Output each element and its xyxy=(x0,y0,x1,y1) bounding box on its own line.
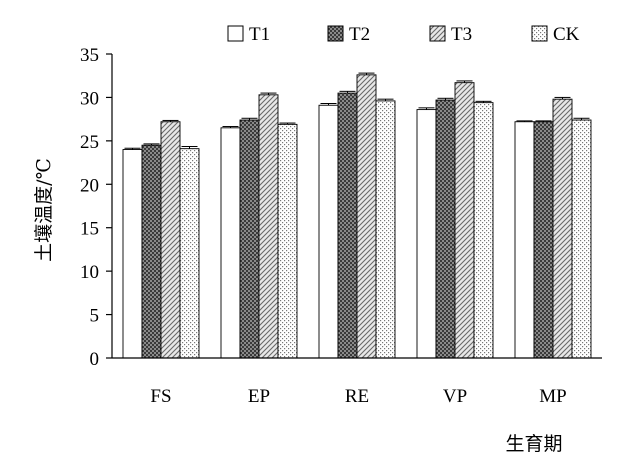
y-tick-label: 35 xyxy=(80,45,99,66)
bars xyxy=(122,74,592,359)
bar-ck-ep xyxy=(277,123,298,359)
bar-t1-vp xyxy=(416,109,437,359)
x-category-label: MP xyxy=(539,386,566,407)
bar-t3-mp xyxy=(552,98,573,359)
y-axis-title: 土壤温度/℃ xyxy=(33,158,55,262)
x-categories: FS EP RE VP MP xyxy=(150,386,566,407)
y-tick-label: 20 xyxy=(80,175,99,196)
bar-t2-vp xyxy=(435,99,456,359)
bar-t3-vp xyxy=(454,82,475,359)
error-bars xyxy=(124,72,590,150)
y-tick-label: 0 xyxy=(90,349,100,370)
bar-t2-ep xyxy=(239,119,260,359)
x-category-label: FS xyxy=(150,386,171,407)
bar-ck-re xyxy=(375,100,396,359)
y-ticks: 0 5 10 15 20 25 30 35 xyxy=(80,45,112,370)
legend-label-t1: T1 xyxy=(249,24,270,45)
bar-t1-ep xyxy=(220,127,241,359)
y-tick-label: 10 xyxy=(80,262,99,283)
legend-label-ck: CK xyxy=(553,24,580,45)
legend: T1 T2 T3 CK xyxy=(227,24,580,45)
legend-label-t3: T3 xyxy=(451,24,472,45)
legend-swatch-t2 xyxy=(327,25,344,42)
x-category-label: EP xyxy=(248,386,270,407)
legend-swatch-ck xyxy=(531,25,548,42)
y-tick-label: 15 xyxy=(80,219,99,240)
bar-t3-fs xyxy=(160,121,181,359)
bar-ck-mp xyxy=(571,119,592,359)
bar-ck-vp xyxy=(473,102,494,359)
bar-t2-mp xyxy=(533,121,554,359)
bar-t1-mp xyxy=(514,121,535,359)
bar-t1-re xyxy=(318,104,339,359)
legend-label-t2: T2 xyxy=(349,24,370,45)
legend-swatch-t1 xyxy=(227,25,244,42)
x-axis-title: 生育期 xyxy=(505,433,562,455)
x-category-label: RE xyxy=(345,386,369,407)
bar-t2-fs xyxy=(141,144,162,359)
legend-swatch-t3 xyxy=(429,25,446,42)
y-tick-label: 5 xyxy=(90,306,100,327)
bar-t1-fs xyxy=(122,149,143,359)
bar-t3-ep xyxy=(258,94,279,359)
y-tick-label: 30 xyxy=(80,88,99,109)
y-tick-label: 25 xyxy=(80,132,99,153)
bar-ck-fs xyxy=(179,148,200,359)
bar-t3-re xyxy=(356,74,377,359)
bar-t2-re xyxy=(337,92,358,359)
x-category-label: VP xyxy=(443,386,467,407)
